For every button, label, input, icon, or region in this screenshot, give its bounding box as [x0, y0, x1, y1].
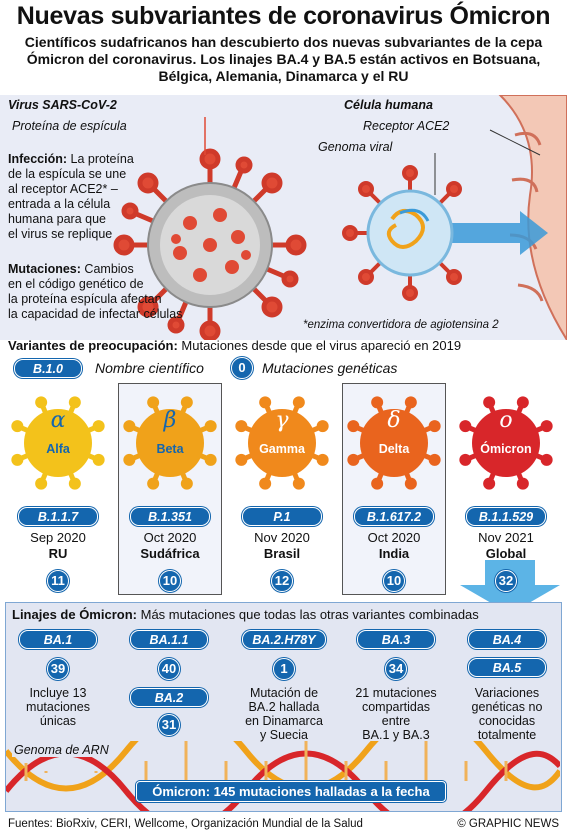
variant-virus-icon: [235, 396, 329, 490]
infection-text: Infección: La proteína de la espícula se…: [8, 152, 134, 241]
variant-place: Global: [485, 546, 527, 561]
ba2-h78y-pill: BA.2.H78Y: [242, 630, 326, 649]
sars-cov-2-virus-graphic: [113, 148, 307, 340]
variant-greek-letter: β: [163, 408, 177, 433]
legend-scientific-name-pill: B.1.0: [14, 359, 82, 378]
variant-mutations-circle: 12: [271, 570, 293, 592]
human-cell-shape: [498, 95, 567, 340]
spike-protein-label: Proteína de espícula: [12, 119, 127, 133]
ace2-receptor-marks: [509, 131, 544, 302]
variant-code-pill: P.1: [242, 507, 322, 526]
ba5-description: Variaciones genéticas no conocidas totalmen…: [471, 686, 543, 742]
variant-virus-icon: [459, 396, 553, 490]
variant-greek-letter: α: [50, 408, 66, 433]
variant-date: Nov 2020: [254, 530, 310, 545]
ba1-mutations-circle: 39: [47, 658, 69, 680]
virus-label: Virus SARS-CoV-2: [8, 98, 117, 112]
variant-mutations-circle: 32: [495, 570, 517, 592]
infection-illustration: [113, 95, 567, 340]
variant-name: Gamma: [259, 442, 305, 456]
ba5-pill: BA.5: [468, 658, 546, 677]
variant-name: Alfa: [46, 442, 70, 456]
variant-name: Delta: [378, 442, 410, 456]
ba2-h78y-mutations-circle: 1: [273, 658, 295, 680]
total-mutations-banner: Ómicron: 145 mutaciones halladas a la fe…: [136, 781, 446, 802]
credit-footer: © GRAPHIC NEWS: [457, 818, 559, 830]
page-title: Nuevas subvariantes de coronavirus Ómicr…: [16, 2, 551, 30]
variant-mutations-circle: 10: [383, 570, 405, 592]
ba2-mutations-circle: 31: [158, 714, 180, 736]
variant-mutations-circle: 11: [47, 570, 69, 592]
sources-footer: Fuentes: BioRxiv, CERI, Wellcome, Organi…: [8, 818, 363, 830]
variant-code-pill: B.1.1.7: [18, 507, 98, 526]
ba11-pill: BA.1.1: [130, 630, 208, 649]
variant-mutations-circle: 10: [159, 570, 181, 592]
ba1-pill: BA.1: [19, 630, 97, 649]
virus-entering-cell-graphic: [342, 165, 462, 301]
variant-greek-letter: γ: [275, 408, 289, 433]
variant-name: Ómicron: [480, 442, 532, 456]
variant-place: Brasil: [263, 546, 301, 561]
variant-virus-icon: [11, 396, 105, 490]
ba1-description: Incluye 13 mutaciones únicas: [26, 686, 90, 728]
ba11-mutations-circle: 40: [158, 658, 180, 680]
legend-scientific-name-text: Nombre científico: [95, 360, 204, 376]
viral-genome-label: Genoma viral: [318, 140, 393, 154]
variant-code-pill: B.1.1.529: [466, 507, 546, 526]
variant-virus-icon: [123, 396, 217, 490]
ba3-description: 21 mutaciones compartidas entre BA.1 y BA.3: [355, 686, 437, 742]
variant-place: RU: [48, 546, 68, 561]
mutation-text: Mutaciones: Cambios en el código genétic…: [8, 262, 183, 321]
ba3-pill: BA.3: [357, 630, 435, 649]
variant-place: India: [378, 546, 410, 561]
variant-name: Beta: [156, 442, 184, 456]
rna-genome-label: Genoma de ARN: [12, 743, 111, 757]
page-subtitle: Científicos sudafricanos han descubierto…: [24, 34, 543, 84]
lineages-panel: Linajes de Ómicron: Más mutaciones que t…: [5, 602, 562, 812]
infection-panel: Virus SARS-CoV-2 Proteína de espícula Cé…: [0, 95, 567, 340]
variant-place: Sudáfrica: [140, 546, 200, 561]
variant-date: Oct 2020: [143, 530, 197, 545]
ba3-mutations-circle: 34: [385, 658, 407, 680]
variant-greek-letter: δ: [387, 408, 401, 433]
ba2-pill: BA.2: [130, 688, 208, 707]
legend-mutations-circle: 0: [231, 357, 253, 379]
concern-header: Variantes de preocupación: Mutaciones de…: [8, 338, 462, 353]
variant-date: Nov 2021: [478, 530, 534, 545]
lineages-header: Linajes de Ómicron: Más mutaciones que t…: [12, 607, 479, 622]
ba2-h78y-description: Mutación de BA.2 hallada en Dinamarca y Sue…: [245, 686, 323, 742]
variant-code-pill: B.1.351: [130, 507, 210, 526]
ace2-receptor-label: Receptor ACE2: [363, 119, 450, 133]
variant-greek-letter: ο: [499, 408, 513, 433]
variant-date: Sep 2020: [30, 530, 86, 545]
legend-mutations-text: Mutaciones genéticas: [262, 360, 398, 376]
ba4-pill: BA.4: [468, 630, 546, 649]
ace2-footnote: *enzima convertidora de agiotensina 2: [303, 319, 499, 331]
variant-virus-icon: [347, 396, 441, 490]
human-cell-label: Célula humana: [344, 98, 433, 112]
variant-date: Oct 2020: [367, 530, 421, 545]
entry-arrow: [390, 211, 548, 255]
variant-code-pill: B.1.617.2: [354, 507, 434, 526]
